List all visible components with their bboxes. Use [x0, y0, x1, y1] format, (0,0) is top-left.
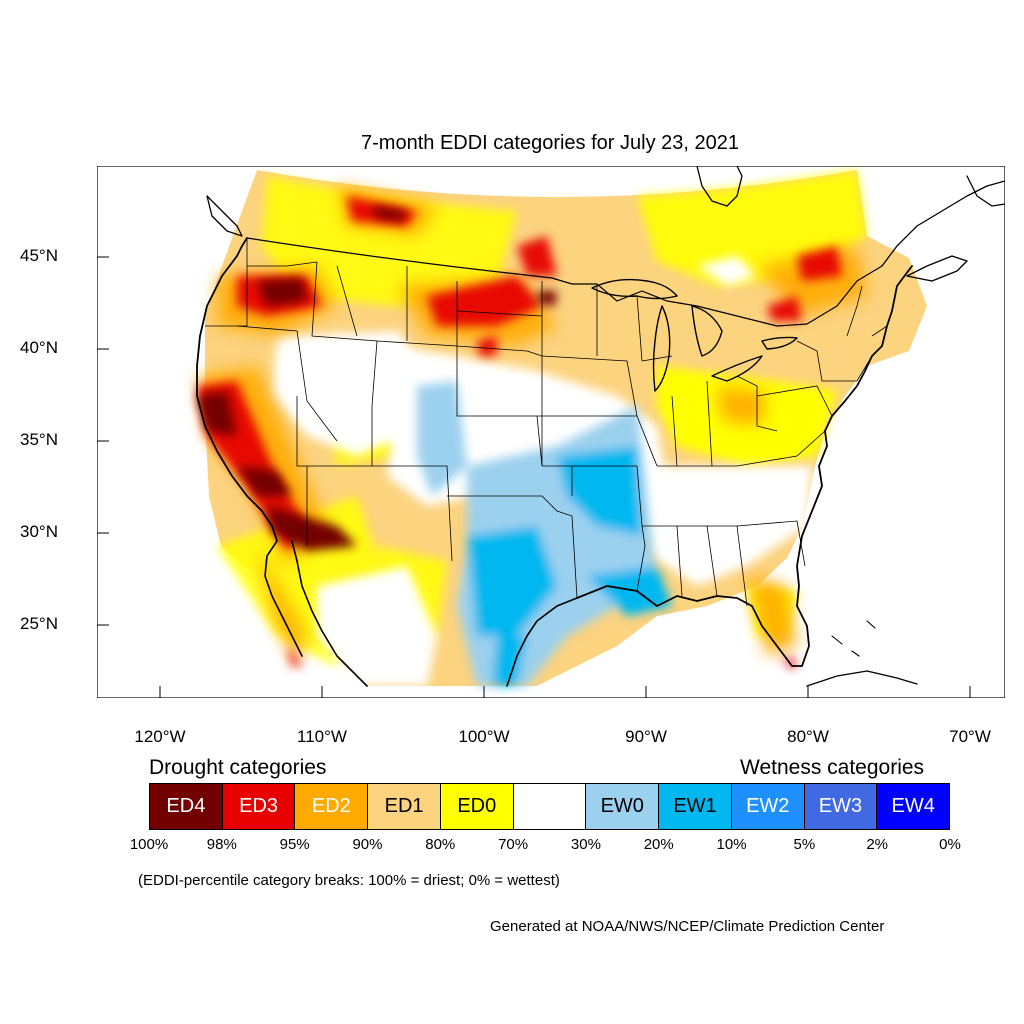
eddi-map — [97, 166, 1005, 698]
lon-label: 90°W — [625, 727, 667, 746]
percentile-break: 90% — [352, 836, 383, 853]
percentile-break: 0% — [939, 836, 961, 853]
percentile-break: 100% — [129, 836, 169, 853]
generated-credit: Generated at NOAA/NWS/NCEP/Climate Predi… — [490, 918, 885, 935]
map-title: 7-month EDDI categories for July 23, 202… — [361, 132, 739, 154]
legend-swatch: EW2 — [731, 784, 805, 829]
james-bay — [696, 166, 743, 207]
legend-swatch: EW1 — [659, 784, 732, 829]
lat-label: 25°N — [20, 614, 58, 633]
baja-coast — [264, 540, 303, 657]
drought-categories-heading: Drought categories — [149, 756, 327, 779]
lat-ticks — [97, 256, 109, 626]
us-gulf-coast — [576, 585, 810, 667]
lake-ontario — [761, 336, 798, 350]
lat-label: 45°N — [20, 246, 58, 265]
vancouver-island — [206, 195, 243, 237]
lake-superior — [591, 278, 678, 300]
legend-swatch: ED0 — [440, 784, 514, 829]
us-canada-border — [246, 237, 883, 327]
lon-ticks — [159, 686, 971, 698]
lake-erie — [711, 355, 763, 382]
wetness-regions — [417, 381, 672, 686]
lon-label: 100°W — [458, 727, 510, 746]
percentile-break: 2% — [866, 836, 889, 853]
ed4-regions — [197, 206, 557, 551]
lon-label: 80°W — [787, 727, 829, 746]
percentile-break: 70% — [498, 836, 529, 853]
lon-label: 120°W — [134, 727, 186, 746]
legend-swatch: ED1 — [368, 784, 441, 829]
wetness-categories-heading: Wetness categories — [740, 756, 925, 779]
percentile-break: 98% — [206, 836, 237, 853]
lake-huron — [691, 305, 723, 357]
gulf-st-lawrence — [881, 180, 1005, 267]
legend-swatch: ED2 — [295, 784, 369, 829]
mexico-gulf-coast — [506, 597, 578, 687]
nova-scotia — [906, 255, 968, 282]
lon-label: 110°W — [297, 727, 347, 746]
bahamas — [831, 620, 876, 657]
percentile-break: 10% — [716, 836, 747, 853]
cuba — [806, 670, 918, 687]
category-legend: ED4 ED3 ED2 ED1 ED0 EW0 EW1 EW2 EW3 EW4 — [149, 783, 950, 830]
category-breaks-note: (EDDI-percentile category breaks: 100% =… — [138, 872, 560, 889]
legend-swatch: EW0 — [586, 784, 660, 829]
lat-label: 35°N — [20, 430, 58, 449]
percentile-break: 20% — [643, 836, 674, 853]
percentile-break: 95% — [279, 836, 310, 853]
legend-swatch: EW3 — [804, 784, 878, 829]
newfoundland — [966, 175, 1005, 207]
state-borders — [205, 238, 888, 607]
gulf-of-california — [291, 540, 368, 687]
west-coast — [196, 237, 278, 542]
percentile-break: 80% — [425, 836, 456, 853]
lat-label: 30°N — [20, 522, 58, 541]
legend-swatch: EW4 — [877, 784, 950, 829]
legend-swatch: ED3 — [222, 784, 296, 829]
percentile-break: 5% — [793, 836, 816, 853]
ed3-regions — [197, 196, 842, 671]
lon-label: 70°W — [949, 727, 991, 746]
lake-michigan — [652, 305, 671, 392]
legend-swatch: ED4 — [150, 784, 223, 829]
lat-label: 40°N — [20, 338, 58, 357]
percentile-break: 30% — [570, 836, 601, 853]
legend-swatch — [513, 784, 587, 829]
